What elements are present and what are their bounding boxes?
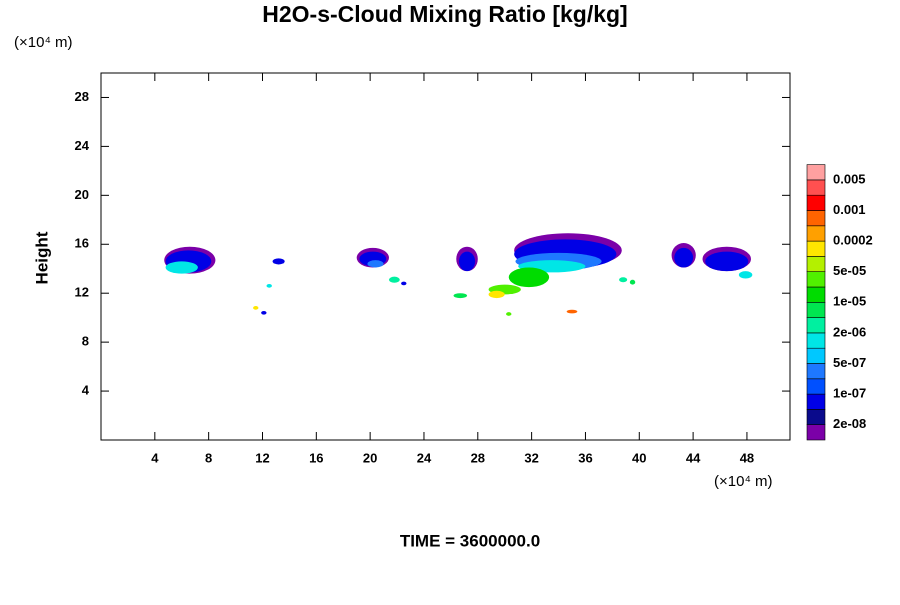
x-tick-label: 36: [578, 450, 592, 465]
colorbar-label: 0.0002: [833, 233, 873, 248]
x-tick-label: 16: [309, 450, 323, 465]
x-tick-label: 24: [417, 450, 432, 465]
y-tick-label: 24: [75, 138, 90, 153]
colorbar-box: [806, 301, 826, 318]
contour-region: [488, 290, 505, 299]
contour-region: [629, 279, 636, 285]
contour-region: [388, 276, 400, 283]
colorbar-label: 0.001: [833, 202, 866, 217]
contour-region: [738, 271, 753, 279]
x-tick-label: 12: [255, 450, 269, 465]
colorbar-box: [806, 393, 826, 410]
contour-region: [165, 261, 198, 274]
colorbar-box: [806, 179, 826, 196]
x-tick-label: 20: [363, 450, 377, 465]
colorbar-label: 5e-05: [833, 263, 866, 278]
x-tick-label: 32: [524, 450, 538, 465]
colorbar-box: [806, 378, 826, 395]
chart-title: H2O-s-Cloud Mixing Ratio [kg/kg]: [262, 1, 627, 27]
colorbar-box: [806, 332, 826, 349]
x-tick-label: 8: [205, 450, 212, 465]
colorbar-box: [806, 286, 826, 303]
contour-region: [266, 284, 272, 288]
x-tick-label: 28: [471, 450, 485, 465]
y-tick-label: 20: [75, 187, 89, 202]
colorbar-box: [806, 256, 826, 272]
x-tick-label: 48: [740, 450, 754, 465]
colorbar-box: [806, 347, 826, 364]
contour-region: [453, 293, 468, 299]
contour-region: [261, 310, 267, 315]
y-tick-label: 8: [82, 334, 89, 349]
x-unit: (×10⁴ m): [714, 473, 773, 490]
colorbar-box: [806, 424, 826, 441]
contour-region: [705, 251, 749, 272]
plot-area: [164, 233, 753, 316]
y-unit: (×10⁴ m): [14, 34, 73, 51]
colorbar-box: [806, 210, 826, 227]
colorbar-box: [806, 164, 826, 181]
colorbar-box: [806, 194, 826, 211]
contour-region: [272, 258, 285, 265]
colorbar-label: 1e-07: [833, 386, 866, 401]
contour-region: [508, 267, 550, 288]
colorbar-label: 2e-08: [833, 416, 866, 431]
footer: TIME = 3600000.0: [400, 531, 540, 550]
colorbar-box: [806, 225, 826, 242]
y-tick-label: 12: [75, 285, 89, 300]
colorbar-label: 2e-06: [833, 324, 866, 339]
contour-region: [253, 306, 259, 310]
y-tick-label: 4: [82, 383, 90, 398]
contour-region: [458, 251, 476, 272]
contour-region: [566, 309, 578, 314]
colorbar-box: [806, 363, 826, 380]
y-tick-label: 28: [75, 89, 89, 104]
x-tick-label: 40: [632, 450, 646, 465]
x-tick-label: 4: [151, 450, 159, 465]
plot-frame: [100, 72, 791, 441]
x-tick-label: 44: [686, 450, 701, 465]
y-tick-label: 16: [75, 236, 89, 251]
contour-region: [401, 281, 407, 286]
contour-region: [619, 277, 628, 283]
y-axis-title: Height: [32, 231, 51, 284]
colorbar-box: [806, 240, 826, 257]
contour-region: [367, 260, 384, 268]
colorbar-box: [806, 409, 826, 425]
contour-region: [506, 312, 512, 316]
colorbar-label: 0.005: [833, 171, 866, 186]
colorbar-box: [806, 271, 826, 288]
contour-region: [674, 247, 694, 268]
colorbar-box: [806, 317, 826, 334]
colorbar-label: 5e-07: [833, 355, 866, 370]
colorbar-label: 1e-05: [833, 294, 866, 309]
